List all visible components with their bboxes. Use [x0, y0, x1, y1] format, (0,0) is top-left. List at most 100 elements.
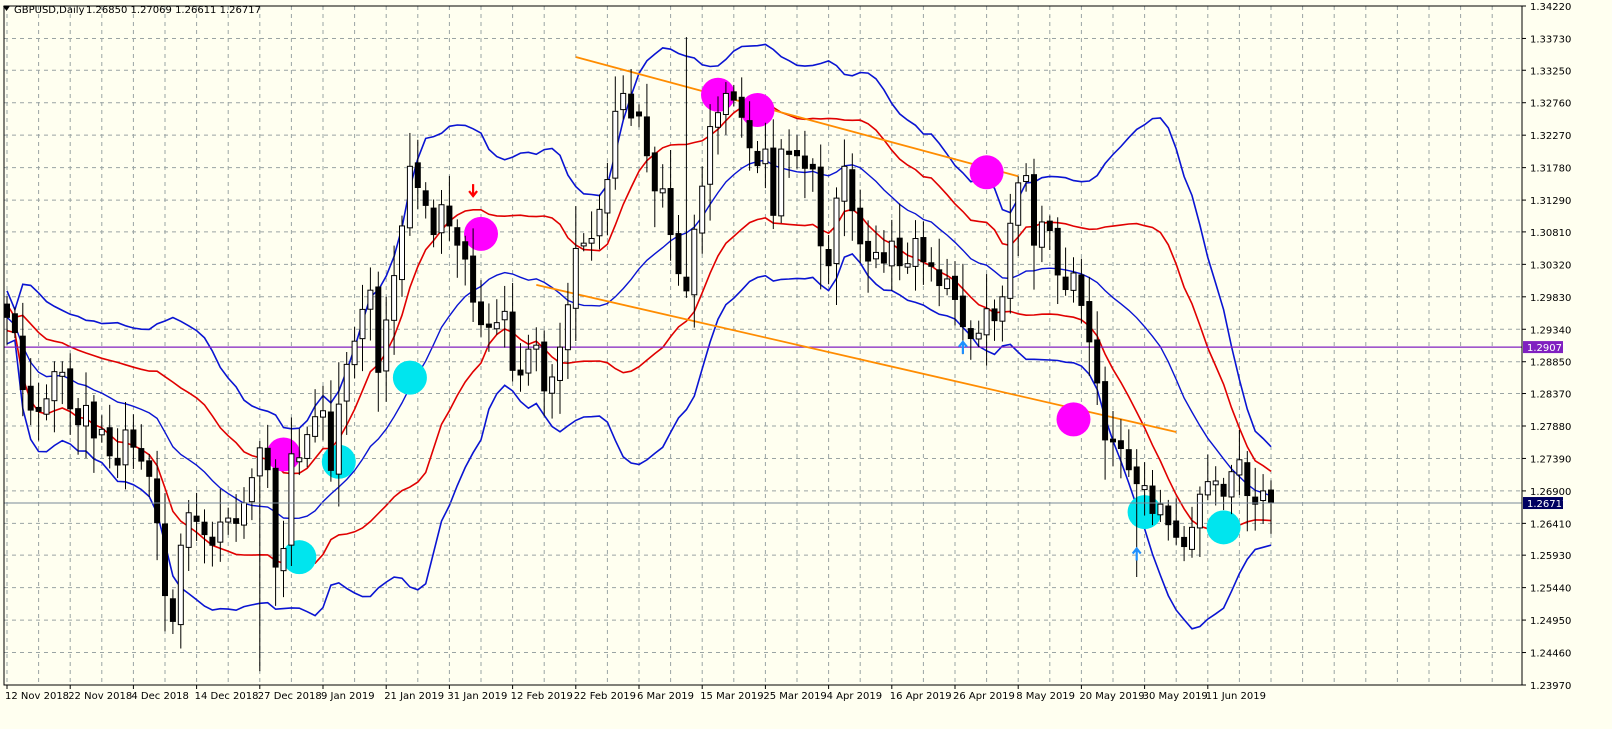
bollinger-lower-inner	[6, 208, 1272, 565]
candle-bear	[675, 233, 682, 275]
y-tick-label: 1.32760	[1530, 99, 1571, 110]
candle-bull	[888, 240, 895, 267]
candle-bull	[699, 185, 706, 234]
red-down-arrow	[468, 184, 478, 198]
y-tick-label: 1.31290	[1530, 196, 1571, 207]
horizontal-level-label-bg	[1523, 341, 1563, 354]
candle-bull	[280, 548, 287, 572]
y-tick-label: 1.27390	[1530, 454, 1571, 465]
current-price-label-text: 1.26717	[1527, 499, 1568, 510]
candle-bear	[517, 369, 524, 376]
candle-bear	[730, 91, 737, 101]
trendline	[575, 56, 1019, 178]
candle-bull	[1015, 182, 1022, 226]
candle-bull	[612, 110, 619, 179]
x-tick-label: 22 Feb 2019	[574, 691, 636, 702]
candle-bull	[185, 512, 192, 548]
candle-bull	[659, 188, 666, 194]
candle-bull	[256, 447, 263, 477]
candle-bear	[264, 447, 271, 471]
candle-bull	[493, 322, 500, 330]
candle-bear	[1181, 536, 1188, 548]
candle-bull	[304, 434, 311, 459]
candle-bear	[1149, 485, 1156, 514]
chevron-down-icon[interactable]	[3, 6, 10, 11]
candle-bull	[580, 242, 587, 247]
candle-bear	[485, 323, 492, 328]
candle-bull	[399, 225, 405, 281]
candle-bear	[952, 275, 958, 300]
candle-bull	[359, 308, 366, 340]
candle-bull	[43, 398, 50, 415]
x-tick-label: 12 Nov 2018	[5, 691, 69, 702]
y-tick-label: 1.29830	[1530, 293, 1571, 304]
candle-bull	[1007, 222, 1014, 299]
candle-bull	[1204, 481, 1211, 496]
price-axis[interactable]: 1.34220 1.33730 1.33250 1.32760 1.32270 1.317…	[1522, 2, 1571, 692]
candle-bear	[233, 518, 240, 524]
candle-bear	[454, 227, 461, 246]
candle-bear	[146, 460, 153, 477]
cyan-circle-marker	[392, 360, 427, 395]
time-axis[interactable]: 12 Nov 2018 22 Nov 2018 4 Dec 2018 14 Dec 2…	[5, 685, 1266, 702]
candle-bear	[825, 249, 832, 267]
candle-bear	[1117, 440, 1124, 450]
y-tick-label: 1.33250	[1530, 66, 1571, 77]
candle-bull	[588, 238, 595, 244]
candle-bear	[817, 166, 824, 247]
magenta-circle-marker	[266, 437, 301, 472]
candle-bear	[414, 162, 421, 189]
x-tick-label: 21 Jan 2019	[384, 691, 444, 702]
candle-bear	[430, 207, 437, 236]
magenta-circle-marker	[969, 155, 1004, 190]
candle-bull	[1141, 485, 1148, 491]
candle-bear	[1110, 438, 1116, 443]
candle-bear	[643, 116, 650, 157]
candle-bear	[628, 93, 635, 119]
y-tick-label: 1.31780	[1530, 164, 1571, 175]
current-price-label-bg	[1523, 497, 1563, 510]
candle-bear	[1086, 301, 1093, 343]
candle-bear	[1268, 489, 1274, 504]
candle-bear	[138, 448, 145, 462]
x-tick-label: 9 Jan 2019	[321, 691, 375, 702]
x-tick-label: 16 Apr 2019	[890, 691, 952, 702]
candle-bull	[533, 344, 540, 350]
candle-bear	[154, 478, 161, 524]
candle-bull	[944, 278, 951, 290]
x-tick-label: 22 Nov 2018	[68, 691, 132, 702]
candle-bull	[296, 457, 303, 463]
candle-bear	[1244, 462, 1251, 497]
candle-bull	[1070, 272, 1077, 291]
candle-bear	[106, 427, 113, 457]
x-tick-label: 12 Feb 2019	[511, 691, 573, 702]
candle-bull	[778, 148, 785, 217]
candle-bull	[320, 410, 326, 418]
candle-bear	[1054, 227, 1061, 276]
candle-bull	[873, 251, 879, 260]
cyan-circle-marker	[282, 540, 317, 575]
y-tick-label: 1.24460	[1530, 649, 1571, 660]
magenta-circle-marker	[1056, 402, 1091, 437]
candle-bull	[225, 517, 232, 523]
candle-bull	[975, 332, 982, 340]
candle-bull	[83, 404, 89, 427]
candle-bear	[1252, 496, 1259, 505]
candle-bull	[604, 179, 611, 214]
candle-bear	[446, 205, 453, 227]
candle-bull	[391, 275, 398, 321]
x-tick-label: 4 Apr 2019	[827, 691, 882, 702]
y-tick-label: 1.25440	[1530, 584, 1571, 595]
candle-bear	[1031, 174, 1037, 246]
candle-bull	[501, 310, 508, 321]
candle-bull	[59, 371, 66, 377]
candle-bear	[209, 536, 216, 546]
candle-bear	[667, 188, 674, 236]
x-tick-label: 15 Mar 2019	[700, 691, 763, 702]
candle-bull	[351, 340, 358, 366]
y-tick-label: 1.30810	[1530, 228, 1571, 239]
candle-bear	[201, 521, 208, 536]
bollinger-lower-outer	[6, 253, 1272, 630]
candle-bull	[438, 204, 445, 234]
